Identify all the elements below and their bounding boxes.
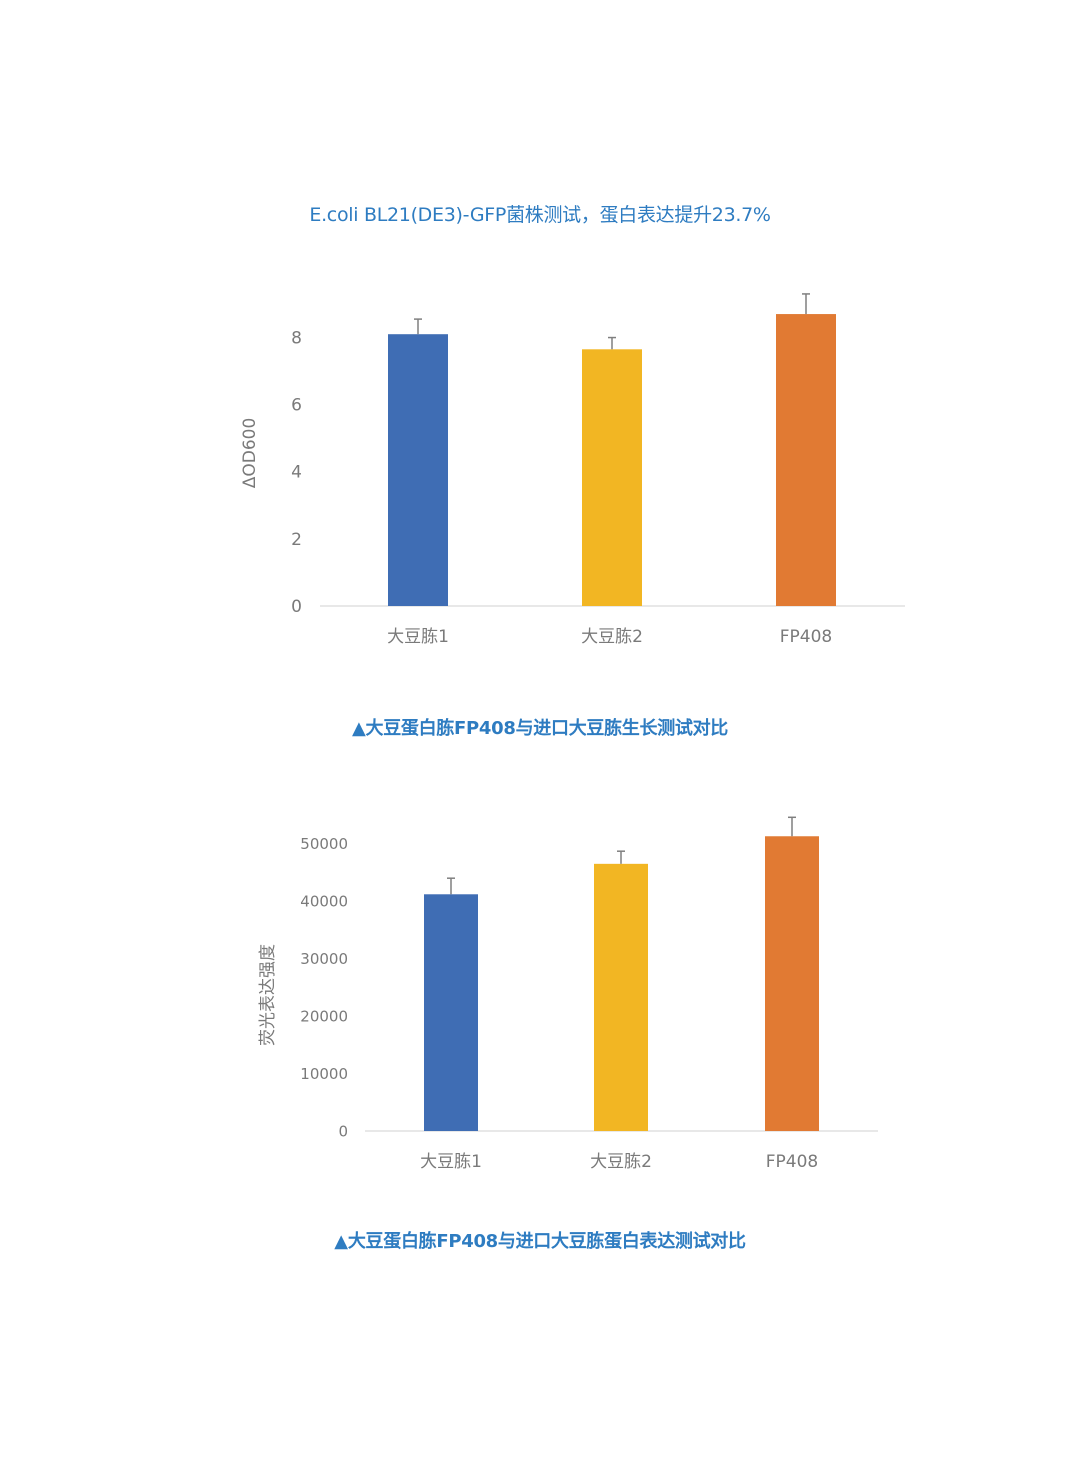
y-tick-label: 10000 — [300, 1065, 348, 1083]
bar — [776, 314, 836, 606]
y-tick-label: 0 — [338, 1122, 348, 1140]
x-category-label: 大豆胨1 — [420, 1152, 482, 1172]
bar — [582, 349, 642, 606]
y-tick-label: 0 — [291, 597, 302, 617]
bar — [424, 894, 478, 1131]
y-tick-label: 30000 — [300, 950, 348, 968]
expression-chart-caption: ▲大豆蛋白胨FP408与进口大豆胨蛋白表达测试对比 — [334, 1231, 746, 1252]
x-category-label: FP408 — [766, 1152, 818, 1172]
bar — [765, 836, 819, 1131]
y-tick-label: 40000 — [300, 892, 348, 910]
x-category-label: 大豆胨2 — [581, 627, 643, 647]
y-tick-label: 8 — [291, 329, 302, 349]
y-axis-title: ΔOD600 — [240, 418, 260, 489]
bar — [594, 863, 648, 1131]
y-axis-title: 荧光表达强度 — [258, 944, 278, 1046]
bar — [388, 334, 448, 606]
chart-headline: E.coli BL21(DE3)-GFP菌株测试，蛋白表达提升23.7% — [309, 204, 771, 226]
growth-chart-caption: ▲大豆蛋白胨FP408与进口大豆胨生长测试对比 — [351, 718, 728, 739]
x-category-label: 大豆胨2 — [590, 1152, 652, 1172]
y-tick-label: 6 — [291, 396, 302, 416]
growth-bar-chart: 0 2 4 6 8 ΔOD600 大豆胨1 大豆胨2 FP408 — [240, 293, 905, 647]
y-tick-label: 20000 — [300, 1007, 348, 1025]
x-category-label: 大豆胨1 — [387, 627, 449, 647]
y-tick-label: 4 — [291, 463, 302, 483]
y-tick-label: 50000 — [300, 835, 348, 853]
x-category-label: FP408 — [780, 627, 832, 647]
y-tick-label: 2 — [291, 530, 302, 550]
